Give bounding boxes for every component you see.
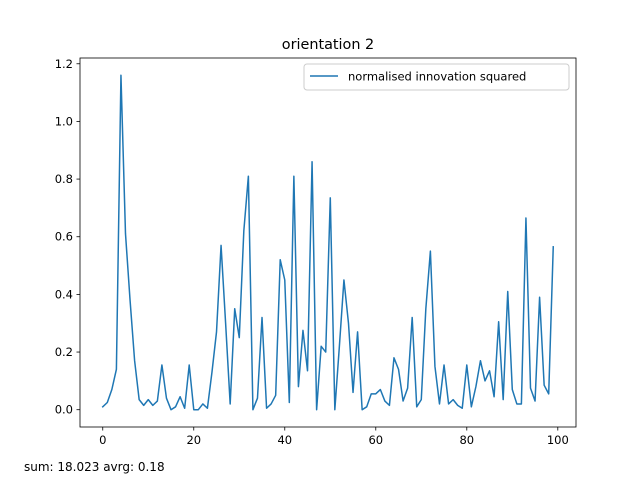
y-tick-label: 1.0 [55, 114, 73, 128]
x-tick-label: 60 [368, 433, 383, 447]
legend-label: normalised innovation squared [348, 70, 526, 84]
x-tick-label: 20 [186, 433, 201, 447]
y-tick-label: 1.2 [55, 57, 73, 71]
y-tick-label: 0.6 [55, 230, 73, 244]
x-tick-label: 80 [459, 433, 474, 447]
series-line-0 [101, 74, 555, 411]
y-tick-label: 0.8 [55, 172, 73, 186]
y-tick-label: 0.0 [55, 403, 73, 417]
legend-box [303, 63, 570, 91]
x-tick-label: 100 [547, 433, 569, 447]
axes-frame [79, 57, 577, 428]
x-tick-label: 0 [99, 433, 106, 447]
x-tick-label: 40 [277, 433, 292, 447]
summary-text: sum: 18.023 avrg: 0.18 [24, 460, 165, 474]
chart-title: orientation 2 [282, 37, 374, 53]
legend: normalised innovation squared [303, 63, 570, 91]
plot-area: 0 20 40 60 80 100 0.0 0.2 0.4 0.6 0.8 1.0 1.2 normali… [55, 57, 577, 447]
y-tick-label: 0.2 [55, 345, 73, 359]
y-tick-label: 0.4 [55, 287, 73, 301]
